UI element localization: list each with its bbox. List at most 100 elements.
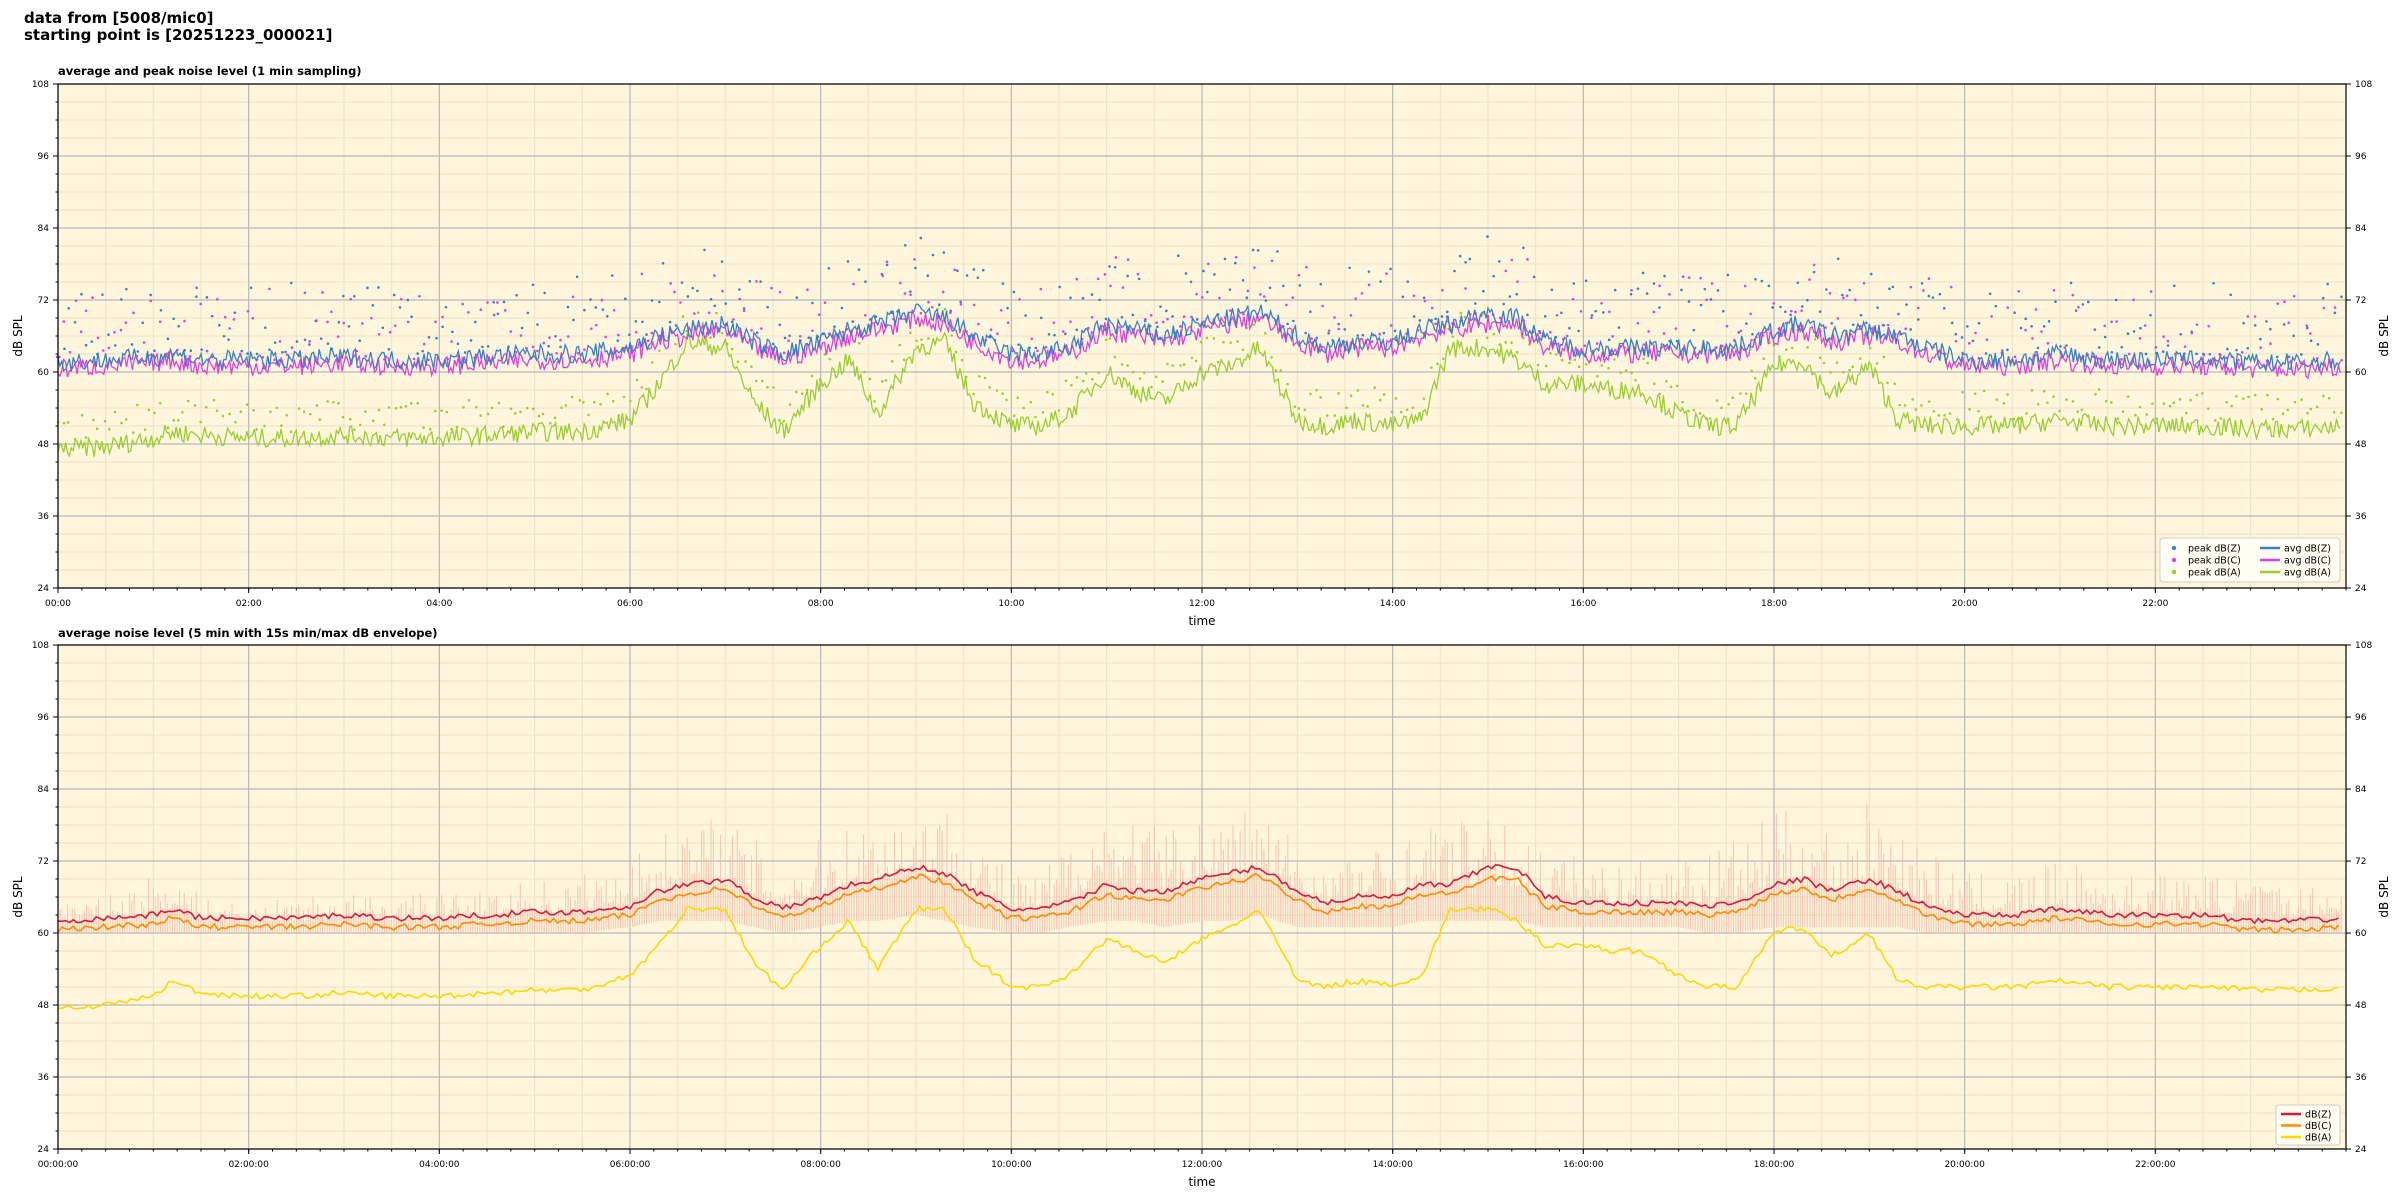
peak-point-a [709,336,712,339]
peak-point-z [1629,292,1633,296]
peak-point-z [1468,257,1472,261]
peak-point-c [1297,273,1301,277]
peak-point-a [1182,363,1186,366]
y-tick-label-right: 60 [2355,929,2367,939]
peak-point-c [959,303,963,306]
peak-point-a [120,421,123,425]
peak-point-c [2224,356,2228,360]
peak-point-z [1859,313,1863,317]
peak-point-a [95,427,99,431]
peak-point-c [1699,276,1702,280]
peak-point-a [2322,394,2325,398]
peak-point-a [1560,358,1564,362]
peak-point-c [1579,310,1583,313]
peak-point-z [730,320,734,324]
peak-point-z [1825,288,1828,291]
peak-point-a [1361,404,1365,407]
peak-point-a [84,436,88,439]
peak-point-c [84,309,88,313]
peak-point-c [1178,325,1182,328]
peak-point-a [246,403,249,406]
peak-point-c [1360,292,1364,295]
peak-point-a [2315,405,2319,409]
peak-point-a [1190,356,1194,360]
peak-point-a [1785,348,1788,351]
peak-point-z [1502,302,1505,306]
peak-point-z [634,320,638,323]
peak-point-a [2168,404,2172,408]
peak-point-a [1961,390,1964,394]
peak-point-a [1326,414,1329,417]
peak-point-z [1909,328,1912,331]
peak-point-z [543,291,546,295]
peak-point-z [1268,286,1272,290]
peak-point-c [2219,353,2222,357]
peak-point-a [158,401,162,405]
peak-point-c [1733,338,1736,342]
peak-point-z [1865,321,1868,325]
peak-point-a [455,425,459,429]
peak-point-z [1988,292,1992,296]
peak-point-c [2143,324,2147,327]
peak-point-z [2149,313,2152,317]
peak-point-a [1373,386,1376,389]
peak-point-a [2058,409,2061,413]
peak-point-c [2269,342,2272,346]
peak-point-z [807,336,811,340]
peak-point-z [1577,329,1580,333]
peak-point-c [1927,277,1931,280]
peak-point-z [141,321,145,325]
peak-point-z [2030,324,2033,328]
peak-point-a [1607,366,1610,370]
peak-point-c [486,301,489,304]
chart-panel-1: 24 24 36 36 48 48 60 60 72 72 84 84 96 96 108 108 00:00 0… [11,64,2391,628]
peak-point-c [1121,286,1125,289]
peak-point-c [1109,284,1112,288]
peak-point-z [1888,287,1891,291]
peak-point-a [1263,332,1267,335]
x-tick-label: 04:00:00 [419,1160,460,1170]
peak-point-z [857,268,861,272]
peak-point-a [2121,410,2125,413]
peak-point-z [1228,288,1232,291]
peak-point-z [1594,309,1597,313]
peak-point-c [566,335,570,338]
peak-point-z [1560,311,1563,315]
peak-point-a [696,311,700,314]
peak-point-z [641,320,644,324]
peak-point-a [1150,385,1153,389]
peak-point-c [548,336,551,339]
peak-point-a [2162,402,2166,406]
peak-point-c [1789,309,1793,313]
peak-point-c [519,334,523,337]
peak-point-a [1937,414,1941,417]
peak-point-a [337,401,340,405]
peak-point-c [640,272,644,276]
peak-point-c [91,296,94,299]
peak-point-c [1291,296,1295,299]
y-tick-label-right: 108 [2355,641,2372,651]
peak-point-z [972,268,976,271]
peak-point-a [2195,393,2199,397]
peak-point-c [798,334,802,338]
peak-point-a [2242,397,2245,400]
peak-point-z [273,341,277,344]
peak-point-c [1595,342,1599,345]
peak-point-c [903,292,907,295]
peak-point-a [2225,400,2228,404]
peak-point-a [2306,411,2309,415]
peak-point-z [1058,285,1061,289]
peak-point-c [1349,314,1353,317]
peak-point-a [428,427,432,431]
peak-point-a [1596,374,1599,378]
peak-point-c [2253,315,2257,318]
peak-point-z [1977,321,1981,325]
series-line-avgdba [57,331,2341,458]
peak-point-z [2103,335,2107,339]
peak-point-a [132,431,135,434]
peak-point-a [2097,388,2101,391]
peak-point-z [1256,249,1260,252]
peak-point-z [2275,355,2279,359]
peak-point-a [153,411,156,415]
peak-point-z [696,289,699,293]
